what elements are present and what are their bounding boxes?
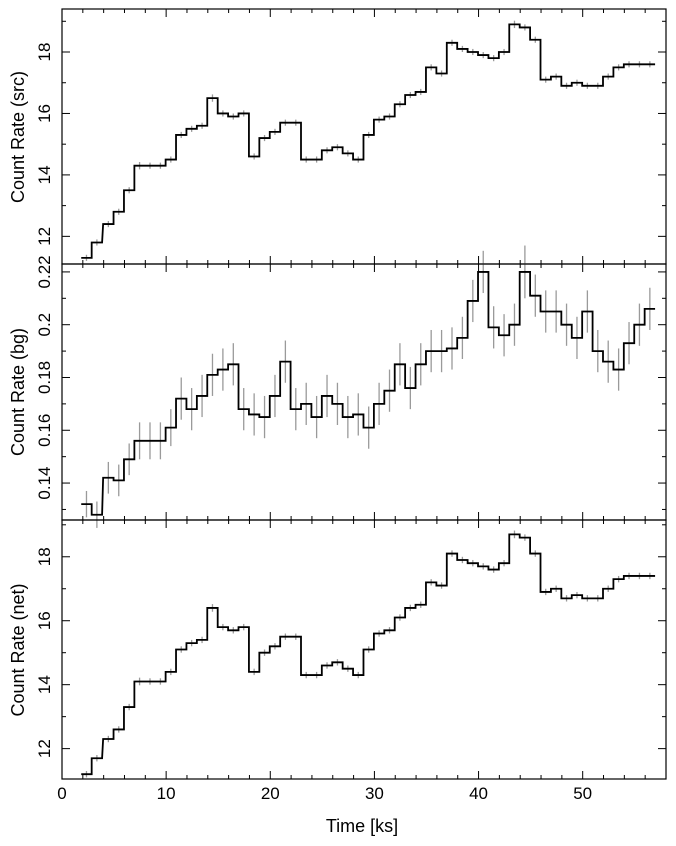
src-y-tick-label: 18: [35, 43, 54, 62]
net-step-line: [81, 533, 656, 776]
src-y-tick-labels: 12 14 16 18: [35, 43, 54, 246]
bg-step-line: [81, 271, 656, 516]
src-y-tick-label: 16: [35, 104, 54, 123]
x-tick-label: 10: [157, 784, 176, 803]
src-ticks: [61, 9, 667, 264]
x-tick-label: 0: [57, 784, 66, 803]
bg-y-axis-title: Count Rate (bg): [8, 328, 28, 456]
bg-y-tick-labels: 0.14 0.16 0.18 0.2 0.22: [35, 255, 54, 499]
x-axis-title: Time [ks]: [326, 816, 398, 836]
src-y-axis-title: Count Rate (src): [8, 71, 28, 203]
net-y-axis-title: Count Rate (net): [8, 583, 28, 716]
bg-y-tick-label: 0.18: [35, 361, 54, 394]
bg-y-tick-label: 0.22: [35, 255, 54, 288]
x-tick-label: 30: [365, 784, 384, 803]
bg-y-tick-label: 0.16: [35, 414, 54, 447]
x-tick-label: 40: [469, 784, 488, 803]
net-y-tick-label: 12: [35, 739, 54, 758]
net-frame: [61, 519, 667, 780]
net-y-tick-labels: 12 14 16 18: [35, 547, 54, 758]
x-tick-label: 50: [573, 784, 592, 803]
panel-net: 12 14 16 18 0 10 20 30 40 50 Count Rate (net) Ti…: [8, 519, 667, 836]
x-tick-label: 20: [261, 784, 280, 803]
net-y-tick-label: 14: [35, 675, 54, 694]
src-step-line: [81, 23, 656, 259]
bg-ticks: [61, 264, 667, 520]
src-y-tick-label: 12: [35, 227, 54, 246]
net-y-tick-label: 16: [35, 611, 54, 630]
net-y-tick-label: 18: [35, 547, 54, 566]
bg-y-tick-label: 0.14: [35, 467, 54, 500]
src-y-tick-label: 14: [35, 165, 54, 184]
net-x-tick-labels: 0 10 20 30 40 50: [57, 784, 592, 803]
bg-y-tick-label: 0.2: [35, 313, 54, 337]
panel-src: 12 14 16 18 Count Rate (src): [8, 8, 667, 265]
